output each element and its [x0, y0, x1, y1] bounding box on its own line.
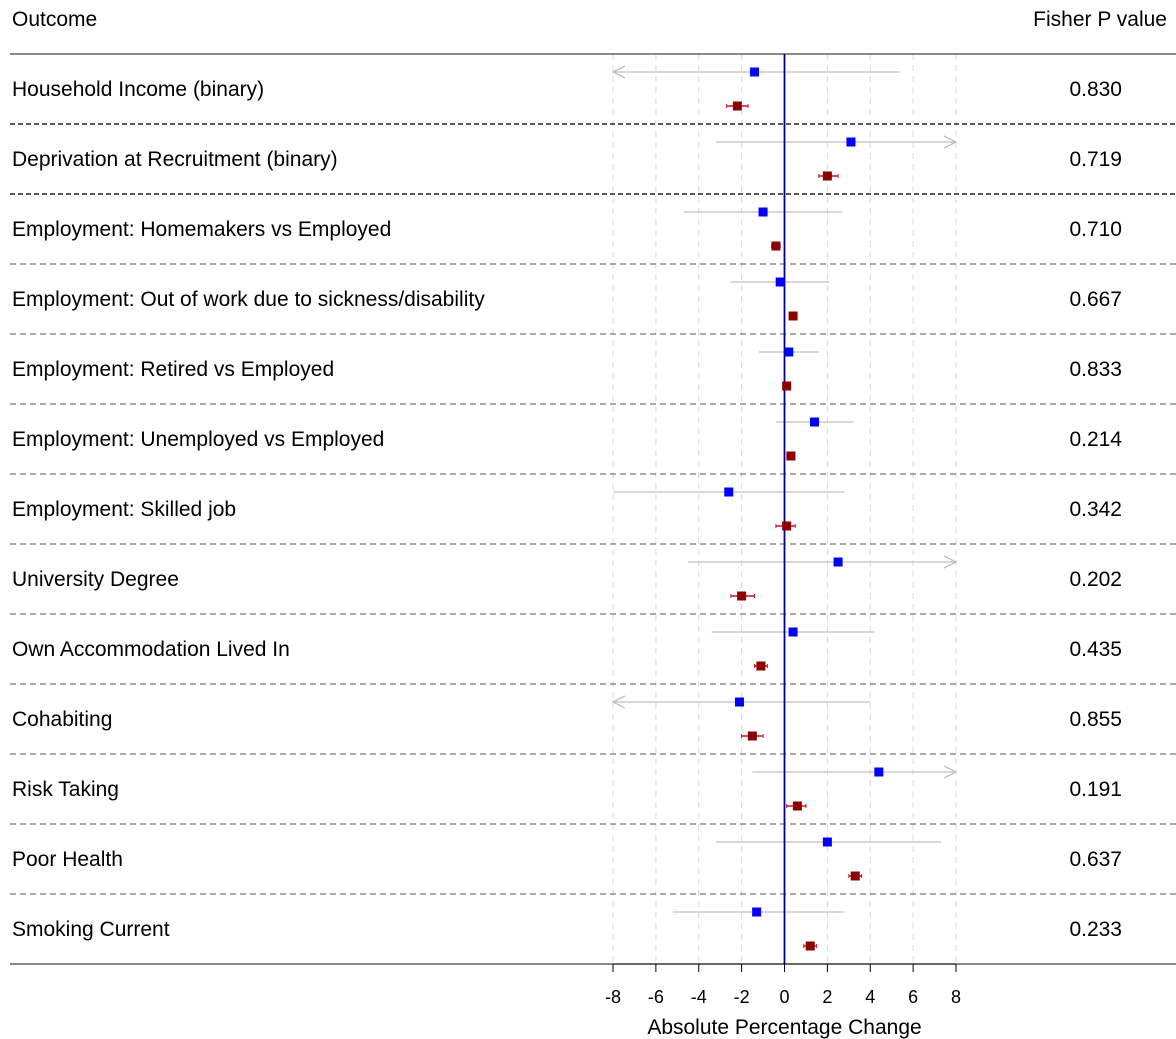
outcome-label: Household Income (binary) [12, 78, 264, 101]
x-tick-label: 8 [951, 987, 961, 1007]
point-series-2 [756, 661, 766, 671]
row-separator-layer [10, 53, 1176, 965]
x-tick-label: 0 [779, 987, 789, 1007]
ci-arrow-right [943, 555, 958, 569]
ci-arrow-left [611, 695, 626, 709]
p-value: 0.202 [1069, 568, 1122, 591]
outcome-column-header: Outcome [12, 8, 98, 31]
x-axis-title: Absolute Percentage Change [647, 1016, 921, 1039]
outcome-label: Smoking Current [12, 918, 170, 941]
point-series-1 [752, 907, 762, 917]
outcome-label: Employment: Homemakers vs Employed [12, 218, 391, 241]
ci-arrow-right [943, 765, 958, 779]
p-value: 0.637 [1069, 848, 1122, 871]
grid-layer [612, 54, 957, 964]
point-series-1 [758, 207, 768, 217]
point-series-2 [782, 381, 792, 391]
outcome-label: University Degree [12, 568, 179, 591]
x-tick-label: 2 [822, 987, 832, 1007]
point-series-2 [737, 591, 747, 601]
point-series-1 [784, 347, 794, 357]
point-series-1 [833, 557, 843, 567]
point-series-1 [874, 767, 884, 777]
point-layer [724, 67, 884, 951]
outcome-label: Deprivation at Recruitment (binary) [12, 148, 338, 171]
point-series-1 [749, 67, 759, 77]
point-series-2 [782, 521, 792, 531]
pvalue-column-header: Fisher P value [1033, 8, 1167, 31]
p-value: 0.719 [1069, 148, 1122, 171]
point-series-1 [788, 627, 798, 637]
point-series-2 [792, 801, 802, 811]
x-tick-label: 6 [908, 987, 918, 1007]
outcome-label: Employment: Retired vs Employed [12, 358, 334, 381]
x-axis: -8 -6 -4 -2 0 2 4 6 8 Absolute Percentage Change [605, 963, 961, 1039]
p-value: 0.233 [1069, 918, 1122, 941]
point-series-1 [724, 487, 734, 497]
point-series-1 [822, 837, 832, 847]
x-tick-label: -8 [605, 987, 621, 1007]
p-value: 0.830 [1069, 78, 1122, 101]
point-series-1 [734, 697, 744, 707]
p-value: 0.214 [1069, 428, 1122, 451]
point-series-1 [775, 277, 785, 287]
x-tick-label: -2 [734, 987, 750, 1007]
outcome-label: Employment: Unemployed vs Employed [12, 428, 384, 451]
p-value: 0.833 [1069, 358, 1122, 381]
point-series-1 [846, 137, 856, 147]
p-value: 0.435 [1069, 638, 1122, 661]
point-series-2 [788, 311, 798, 321]
x-tick-label: 4 [865, 987, 875, 1007]
x-tick-label: -6 [648, 987, 664, 1007]
p-value: 0.191 [1069, 778, 1122, 801]
ci-arrow-left [611, 65, 626, 79]
outcome-label: Employment: Out of work due to sickness/… [12, 288, 485, 311]
text-layer: Household Income (binary) 0.830 Deprivatio… [12, 78, 1122, 941]
p-value: 0.667 [1069, 288, 1122, 311]
outcome-label: Cohabiting [12, 708, 112, 731]
outcome-label: Own Accommodation Lived In [12, 638, 290, 661]
point-series-2 [786, 451, 796, 461]
point-series-2 [850, 871, 860, 881]
outcome-label: Poor Health [12, 848, 123, 871]
point-series-2 [771, 241, 781, 251]
point-series-2 [822, 171, 832, 181]
outcome-label: Employment: Skilled job [12, 498, 236, 521]
point-series-2 [732, 101, 742, 111]
outcome-label: Risk Taking [12, 778, 119, 801]
p-value: 0.342 [1069, 498, 1122, 521]
point-series-1 [810, 417, 820, 427]
ci-arrow-right [943, 135, 958, 149]
p-value: 0.855 [1069, 708, 1122, 731]
point-series-2 [747, 731, 757, 741]
x-tick-label: -4 [691, 987, 707, 1007]
p-value: 0.710 [1069, 218, 1122, 241]
point-series-2 [805, 941, 815, 951]
